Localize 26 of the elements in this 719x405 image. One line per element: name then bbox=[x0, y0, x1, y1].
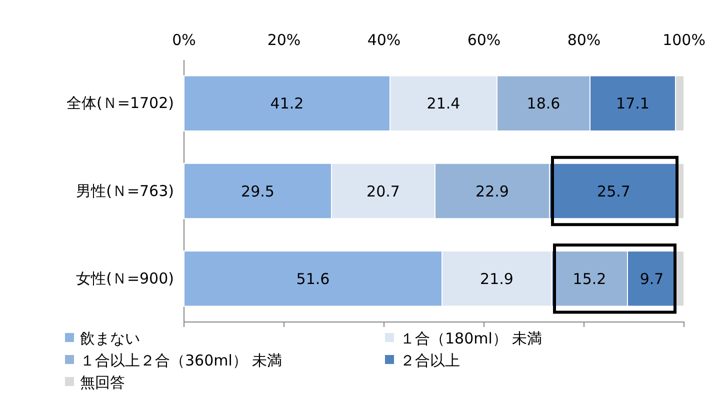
y-tick-label: 女性(Ｎ=900) bbox=[76, 269, 174, 288]
data-label: 20.7 bbox=[366, 182, 400, 200]
x-tick-label: 40% bbox=[367, 31, 401, 49]
legend-label: 飲まない bbox=[80, 329, 140, 348]
data-label: 51.6 bbox=[296, 270, 330, 288]
y-tick-label: 全体(Ｎ=1702) bbox=[66, 94, 174, 112]
legend-label: １合（180ml） 未満 bbox=[400, 329, 542, 348]
legend-label: １合以上２合（360ml） 未満 bbox=[80, 351, 282, 370]
x-tick-label: 0% bbox=[172, 31, 196, 49]
legend-label: ２合以上 bbox=[400, 351, 460, 370]
data-label: 41.2 bbox=[270, 94, 304, 113]
x-tick-label: 20% bbox=[267, 31, 301, 49]
data-label: 15.2 bbox=[572, 270, 606, 288]
data-label: 17.1 bbox=[616, 94, 650, 113]
data-label: 22.9 bbox=[476, 182, 509, 200]
y-tick-label: 男性(Ｎ=763) bbox=[76, 182, 174, 200]
x-tick-label: 100% bbox=[662, 31, 706, 49]
data-label: 29.5 bbox=[241, 182, 274, 200]
legend-label: 無回答 bbox=[80, 373, 125, 392]
data-label: 9.7 bbox=[640, 270, 664, 288]
data-label: 25.7 bbox=[597, 182, 630, 200]
data-label: 21.9 bbox=[480, 270, 514, 288]
data-label: 21.4 bbox=[426, 94, 460, 113]
x-tick-label: 60% bbox=[467, 31, 501, 49]
data-label: 18.6 bbox=[526, 94, 560, 113]
x-tick-label: 80% bbox=[567, 31, 601, 49]
